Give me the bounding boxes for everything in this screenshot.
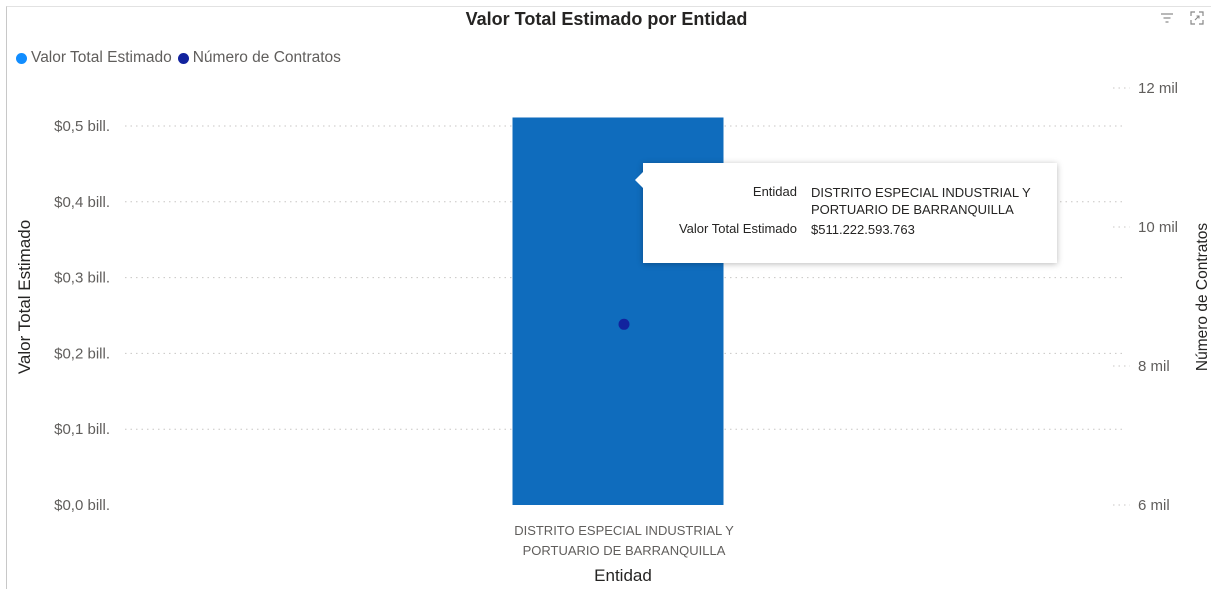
visual-header-icons [1159,10,1205,26]
tooltip-value: DISTRITO ESPECIAL INDUSTRIAL Y PORTUARIO… [811,185,1031,217]
x-axis: DISTRITO ESPECIAL INDUSTRIAL Y PORTUARIO … [514,523,734,558]
legend-marker [177,52,189,64]
y2-tick-label: 10 mil [1138,219,1178,236]
y2-tick-label: 6 mil [1138,497,1170,514]
tooltip-value: $511.222.593.763 [811,222,915,237]
scatter-series [618,318,630,330]
chart-title: Valor Total Estimado por Entidad [465,9,748,29]
tooltip: Entidad DISTRITO ESPECIAL INDUSTRIAL Y P… [635,163,1057,263]
tooltip-row-entidad: Entidad DISTRITO ESPECIAL INDUSTRIAL Y P… [661,184,1041,218]
y2-tick-label: 8 mil [1138,358,1170,375]
tooltip-row-valor: Valor Total Estimado $511.222.593.763 [661,221,1041,238]
y-axis-left: $0,0 bill. $0,1 bill. $0,2 bill. $0,3 bill.… [54,118,110,514]
legend-label: Número de Contratos [192,49,341,66]
legend-item-contratos[interactable]: Número de Contratos [177,49,341,67]
y2-tick-label: 12 mil [1138,80,1178,97]
y-tick-label: $0,0 bill. [54,497,110,514]
x-axis-title: Entidad [594,566,652,585]
y-tick-label: $0,5 bill. [54,118,110,135]
focus-mode-icon[interactable] [1189,10,1205,26]
x-tick-label: PORTUARIO DE BARRANQUILLA [523,543,726,558]
legend-item-valor[interactable]: Valor Total Estimado [16,49,172,67]
y-tick-label: $0,1 bill. [54,421,110,438]
visual-frame [6,6,1211,589]
y-axis-right: 6 mil 8 mil 10 mil 12 mil [1138,80,1178,514]
y-tick-label: $0,2 bill. [54,345,110,362]
legend: Valor Total Estimado Número de Contratos [16,49,347,67]
y-tick-label: $0,3 bill. [54,270,110,287]
tooltip-label: Entidad [752,184,797,199]
y-axis-title: Valor Total Estimado [15,220,34,374]
filter-icon[interactable] [1159,10,1175,26]
legend-marker [16,52,27,64]
y-tick-label: $0,4 bill. [54,194,110,211]
scatter-point [618,318,630,330]
y2-axis-title: Número de Contratos [1194,223,1211,371]
legend-label: Valor Total Estimado [31,49,172,66]
tooltip-label: Valor Total Estimado [678,221,797,236]
x-tick-label: DISTRITO ESPECIAL INDUSTRIAL Y [514,523,734,538]
